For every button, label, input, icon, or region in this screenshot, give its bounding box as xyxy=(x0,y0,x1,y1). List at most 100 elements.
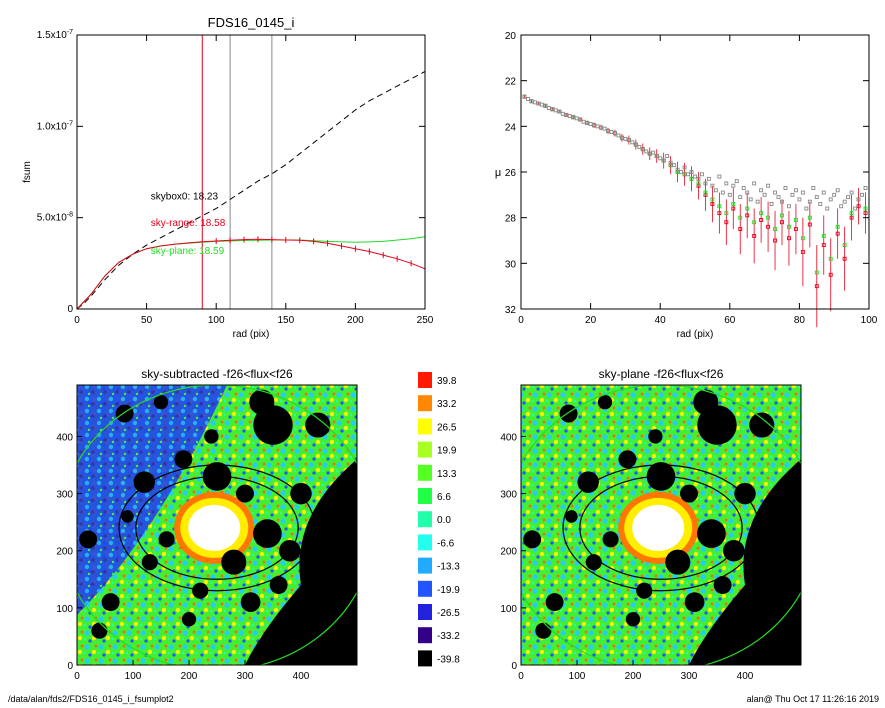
y-tick-label: 1.0x10-7 xyxy=(37,120,73,132)
point xyxy=(595,124,600,129)
point xyxy=(769,202,774,206)
y-tick-label: 24 xyxy=(505,122,517,133)
point xyxy=(693,174,697,179)
aperture-ellipse-0 xyxy=(562,464,760,592)
point xyxy=(672,163,677,168)
x-tick-label: 300 xyxy=(681,671,698,682)
plot-frame xyxy=(76,34,426,310)
y-tick-label: 200 xyxy=(56,547,73,558)
point xyxy=(783,186,788,190)
y-tick-label: 400 xyxy=(500,432,517,443)
point xyxy=(738,215,743,220)
point xyxy=(578,117,583,122)
point xyxy=(849,190,854,195)
point xyxy=(529,99,534,104)
point xyxy=(814,284,819,289)
point xyxy=(717,211,722,216)
point xyxy=(856,204,861,209)
galaxy-core xyxy=(188,504,241,551)
x-tick-label: 40 xyxy=(655,315,667,326)
point xyxy=(536,101,541,106)
point xyxy=(755,199,760,204)
point xyxy=(546,106,551,111)
colorbar-swatch xyxy=(418,627,432,644)
point xyxy=(581,119,586,124)
masked-star xyxy=(535,622,552,639)
aperture-ellipse-1 xyxy=(579,475,743,580)
point xyxy=(835,188,840,193)
x-axis-label: rad (pix) xyxy=(677,329,714,340)
masked-star xyxy=(713,576,732,594)
chart-title: FDS16_0145_i xyxy=(208,15,295,30)
point xyxy=(828,256,833,261)
footer-file-path: /data/alan/fds2/FDS16_0145_i_fsumplot2 xyxy=(8,694,174,704)
point xyxy=(703,192,708,197)
point xyxy=(539,102,544,107)
masked-star xyxy=(181,612,197,627)
point xyxy=(842,256,847,261)
y-tick-label: 1.5x10-7 xyxy=(37,29,73,41)
point xyxy=(738,227,743,232)
point xyxy=(710,202,715,206)
point xyxy=(759,211,764,216)
point xyxy=(863,211,868,216)
point xyxy=(560,111,565,116)
point xyxy=(828,197,833,202)
masked-star xyxy=(91,622,108,639)
masked-star xyxy=(253,405,293,445)
point xyxy=(800,249,805,254)
colorbar-swatch xyxy=(418,488,432,504)
masked-star xyxy=(249,389,275,415)
point xyxy=(713,188,718,193)
point xyxy=(616,133,621,138)
colorbar: 39.8 33.2 26.5 19.9 13.3 6.6 0.0 -6.6 -13.3 -19.9… xyxy=(418,372,460,667)
x-tick-label: 250 xyxy=(417,315,434,326)
colorbar-label: -19.9 xyxy=(437,585,460,596)
point xyxy=(720,190,725,195)
masked-star xyxy=(305,412,331,438)
masked-star xyxy=(648,429,663,444)
point xyxy=(557,109,562,114)
masked-star xyxy=(625,612,641,627)
point xyxy=(700,172,704,177)
point xyxy=(647,151,652,156)
point xyxy=(710,197,715,202)
image-frame xyxy=(520,384,802,666)
point xyxy=(804,206,809,211)
point xyxy=(814,195,819,200)
point xyxy=(717,204,722,209)
masked-star xyxy=(597,394,613,410)
annotation-1: sky-range: 18.58 xyxy=(151,218,226,229)
masked-star xyxy=(585,554,602,571)
y-tick-label: 28 xyxy=(505,214,517,225)
point xyxy=(689,170,694,174)
y-tick-label: 0 xyxy=(511,661,517,672)
y-tick-label: 200 xyxy=(500,547,517,558)
masked-star xyxy=(602,531,619,548)
point xyxy=(696,183,701,188)
point xyxy=(780,213,784,218)
masked-region xyxy=(689,459,801,665)
point xyxy=(752,220,757,225)
point xyxy=(731,206,736,211)
masked-star xyxy=(290,482,312,505)
point xyxy=(689,176,694,181)
masked-star xyxy=(192,582,209,599)
x-axis-label: rad (pix) xyxy=(233,329,270,340)
point xyxy=(738,195,743,200)
point xyxy=(727,192,732,197)
point xyxy=(682,172,687,177)
masked-star xyxy=(734,482,756,505)
point xyxy=(717,174,722,179)
colorbar-label: 13.3 xyxy=(437,469,457,480)
point xyxy=(585,120,590,125)
masked-star xyxy=(133,471,155,493)
x-tick-label: 20 xyxy=(585,315,597,326)
point xyxy=(773,238,777,243)
y-tick-label: 30 xyxy=(505,259,517,270)
series-solid xyxy=(76,236,426,310)
x-tick-label: 100 xyxy=(125,671,142,682)
series-dashed xyxy=(76,71,426,310)
masked-star xyxy=(693,389,719,415)
point xyxy=(741,186,746,190)
